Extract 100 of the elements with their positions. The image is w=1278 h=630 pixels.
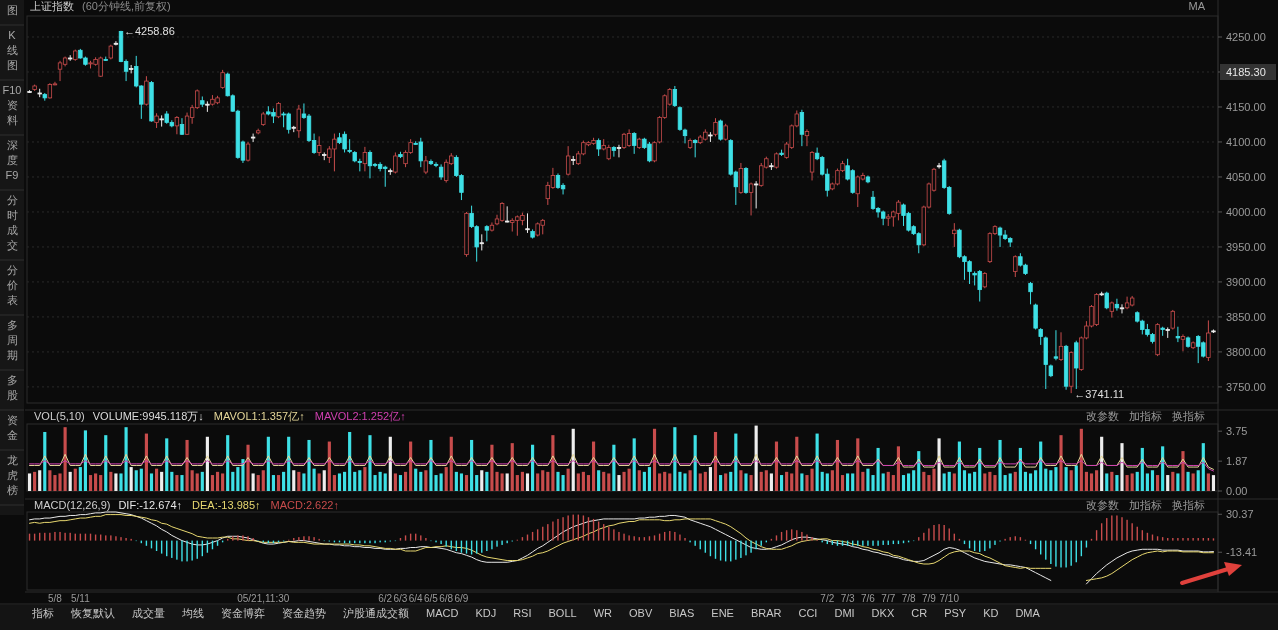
text: CR: [911, 607, 928, 619]
bar: [1059, 435, 1063, 491]
text: 分时成交: [6, 194, 18, 251]
bar: [99, 475, 103, 491]
bar: [1125, 475, 1129, 491]
text: ENE: [711, 607, 734, 619]
bar: [398, 475, 403, 491]
bar: [221, 473, 225, 491]
bar: [830, 470, 834, 491]
bar: [480, 470, 484, 491]
text: KDJ: [475, 607, 497, 619]
y-tick-label: 4050.00: [1226, 170, 1266, 183]
bar: [393, 473, 397, 491]
bar: [312, 468, 316, 491]
text: 加指标: [1129, 499, 1162, 511]
bar: [83, 430, 88, 491]
bar: [1181, 451, 1185, 491]
bar: [459, 473, 464, 491]
chart-subtitle: (60分钟线,前复权): [82, 0, 171, 12]
text: 4185.30: [1226, 66, 1266, 78]
text: 改参数: [1086, 499, 1119, 511]
bar: [88, 475, 93, 491]
bar: [658, 473, 662, 491]
series-label: VOLUME:9945.118万↓: [92, 410, 204, 422]
candlestick: [1114, 298, 1120, 312]
bar: [647, 467, 652, 491]
candlestick: [693, 138, 698, 158]
text: RSI: [513, 607, 532, 619]
bar: [536, 473, 540, 491]
bar: [988, 471, 992, 491]
x-tick-label: 7/6: [860, 593, 876, 604]
y-tick-label: -13.41: [1226, 546, 1258, 559]
bar: [251, 473, 255, 491]
bar: [912, 470, 916, 491]
bar: [1130, 473, 1134, 491]
bar: [1034, 470, 1038, 491]
bar: [160, 471, 164, 491]
text: MACD:2.622↑: [270, 499, 339, 511]
text: 换指标: [1172, 499, 1205, 511]
bar: [668, 473, 672, 491]
bar: [175, 475, 179, 491]
text: 深度F9: [5, 139, 19, 181]
x-tick-label: 7/9: [921, 593, 937, 604]
bar: [464, 475, 469, 491]
bar: [881, 473, 885, 491]
annotation: ←3741.11: [1074, 388, 1125, 401]
bar: [1008, 473, 1012, 491]
bar: [719, 475, 723, 491]
chart-title: 上证指数: [30, 0, 74, 12]
text: BIAS: [669, 607, 695, 619]
bar: [927, 475, 931, 491]
x-tick-label: 05/21,11:30: [237, 593, 290, 604]
candlestick: [296, 104, 302, 139]
bar: [190, 470, 194, 491]
bar: [358, 470, 362, 491]
bar: [907, 473, 911, 491]
bar: [627, 468, 631, 491]
candlestick: [362, 146, 368, 172]
bar: [454, 471, 458, 491]
bar: [195, 473, 199, 491]
y-tick-label: 4100.00: [1226, 135, 1266, 148]
bar: [825, 473, 829, 491]
bar: [581, 471, 585, 491]
bar: [724, 473, 728, 491]
bar: [901, 475, 906, 491]
text: 多股: [6, 374, 18, 401]
bar: [688, 470, 692, 491]
bar: [94, 473, 98, 491]
y-tick-label: 4150.00: [1226, 100, 1266, 113]
text: DMI: [834, 607, 855, 619]
bar: [210, 475, 215, 491]
bar: [1206, 473, 1210, 491]
candlestick: [616, 144, 622, 158]
bar: [129, 467, 133, 491]
bar: [1049, 470, 1053, 491]
bar: [419, 471, 423, 491]
bar: [337, 473, 342, 491]
bar: [1191, 473, 1195, 491]
bar: [1013, 471, 1017, 491]
bar: [383, 473, 387, 491]
y-tick-label: 1.87: [1226, 455, 1248, 468]
candlestick: [423, 155, 429, 175]
bar: [708, 467, 712, 491]
bar: [119, 473, 123, 491]
bar: [1028, 473, 1033, 491]
bar: [967, 473, 972, 491]
bar: [236, 467, 240, 491]
bar: [414, 468, 418, 491]
bar: [1105, 473, 1109, 491]
y-tick-label: 4000.00: [1226, 205, 1266, 218]
bar: [1054, 467, 1058, 491]
bar: [962, 470, 967, 491]
bar: [703, 471, 707, 491]
bar: [231, 471, 235, 491]
y-tick-label: 3850.00: [1226, 310, 1266, 323]
text: MA: [1188, 0, 1206, 12]
bar: [271, 475, 276, 491]
x-tick-label: 7/8: [901, 593, 916, 604]
bar: [759, 471, 763, 491]
bar: [642, 471, 646, 491]
